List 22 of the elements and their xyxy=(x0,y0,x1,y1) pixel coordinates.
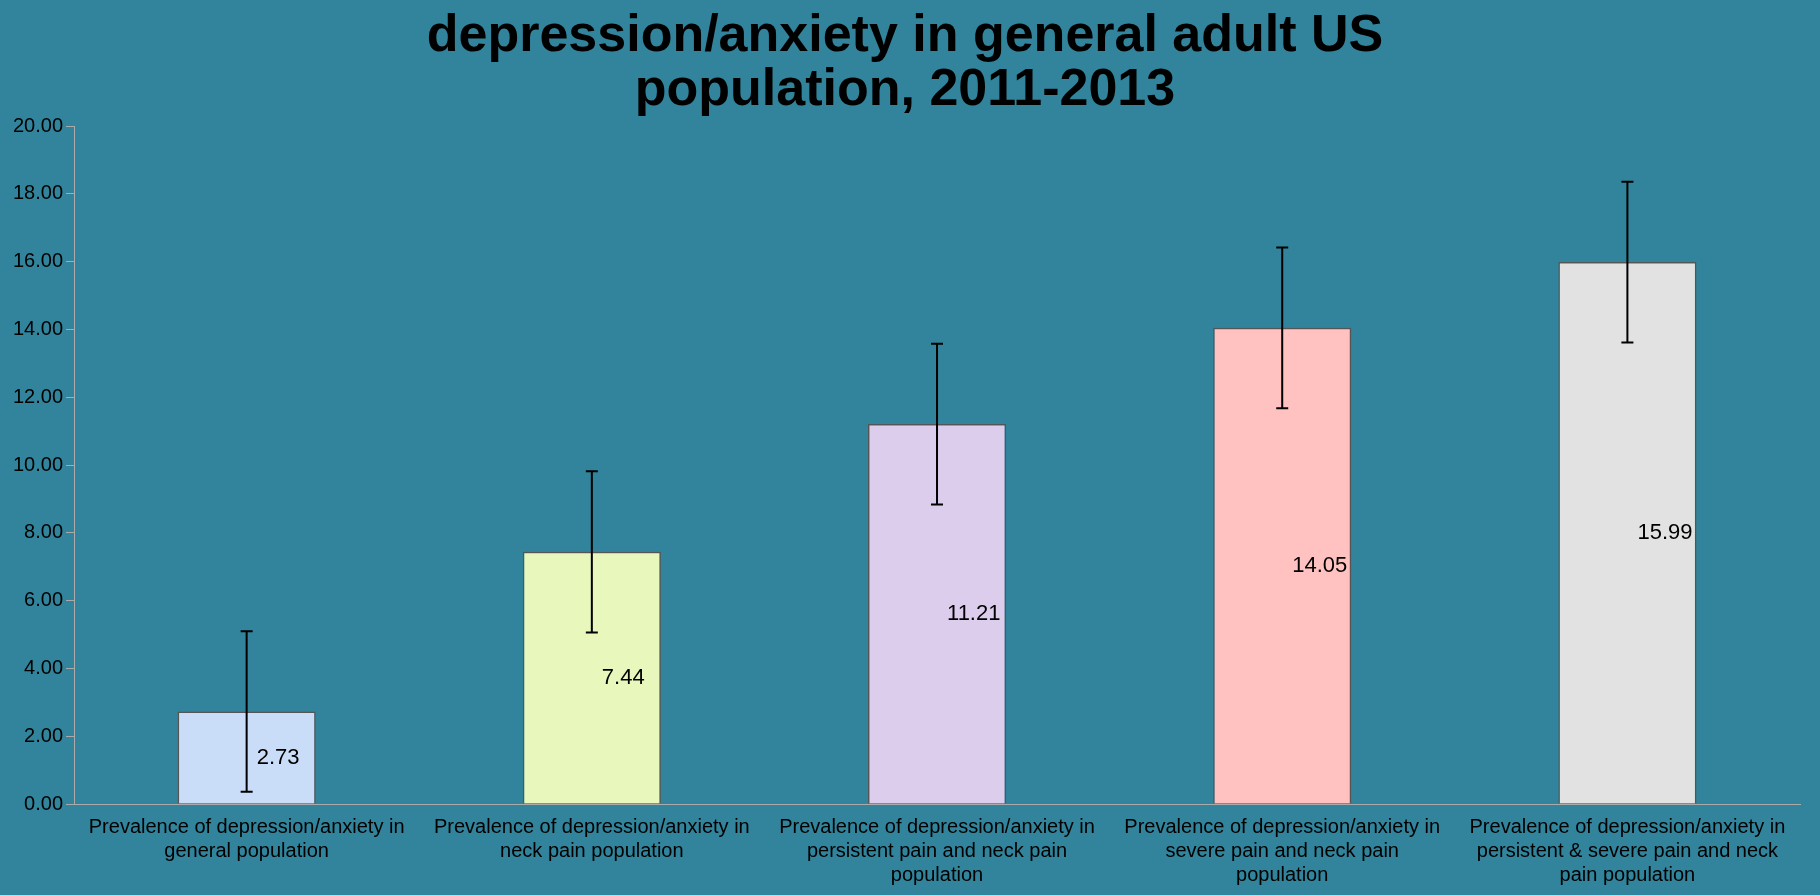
y-tick-label: 20.00 xyxy=(12,113,64,136)
y-tick-label: 4.00 xyxy=(24,655,64,678)
x-tick-label: Prevalence of depression/anxiety in severe pain and neck pain population xyxy=(1124,814,1441,885)
y-tick-label: 0.00 xyxy=(24,791,64,814)
y-tick-label: 8.00 xyxy=(24,520,64,543)
y-tick-label: 2.00 xyxy=(24,723,64,746)
y-tick-label: 12.00 xyxy=(12,384,64,407)
data-label: 7.44 xyxy=(601,663,645,689)
data-label: 15.99 xyxy=(1637,519,1693,545)
y-tick-label: 16.00 xyxy=(12,249,64,272)
data-label: 2.73 xyxy=(256,743,300,769)
y-tick-label: 6.00 xyxy=(24,588,64,611)
y-tick-label: 14.00 xyxy=(12,317,64,340)
x-tick-label: Prevalence of depression/anxiety in neck pain population xyxy=(433,814,750,861)
chart-title: depression/anxiety in general adult US population, 2011-2013 xyxy=(426,3,1384,117)
data-label: 14.05 xyxy=(1292,551,1348,577)
x-tick-label: Prevalence of depression/anxiety in persistent pain and neck pain population xyxy=(779,814,1095,885)
y-tick-label: 10.00 xyxy=(12,452,64,475)
x-tick-label: Prevalence of depression/anxiety in persistent & severe pain and neck pain population xyxy=(1469,814,1786,885)
x-tick-label: Prevalence of depression/anxiety in general population xyxy=(88,814,405,861)
data-label: 11.21 xyxy=(947,600,1001,626)
y-tick-label: 18.00 xyxy=(12,181,64,204)
